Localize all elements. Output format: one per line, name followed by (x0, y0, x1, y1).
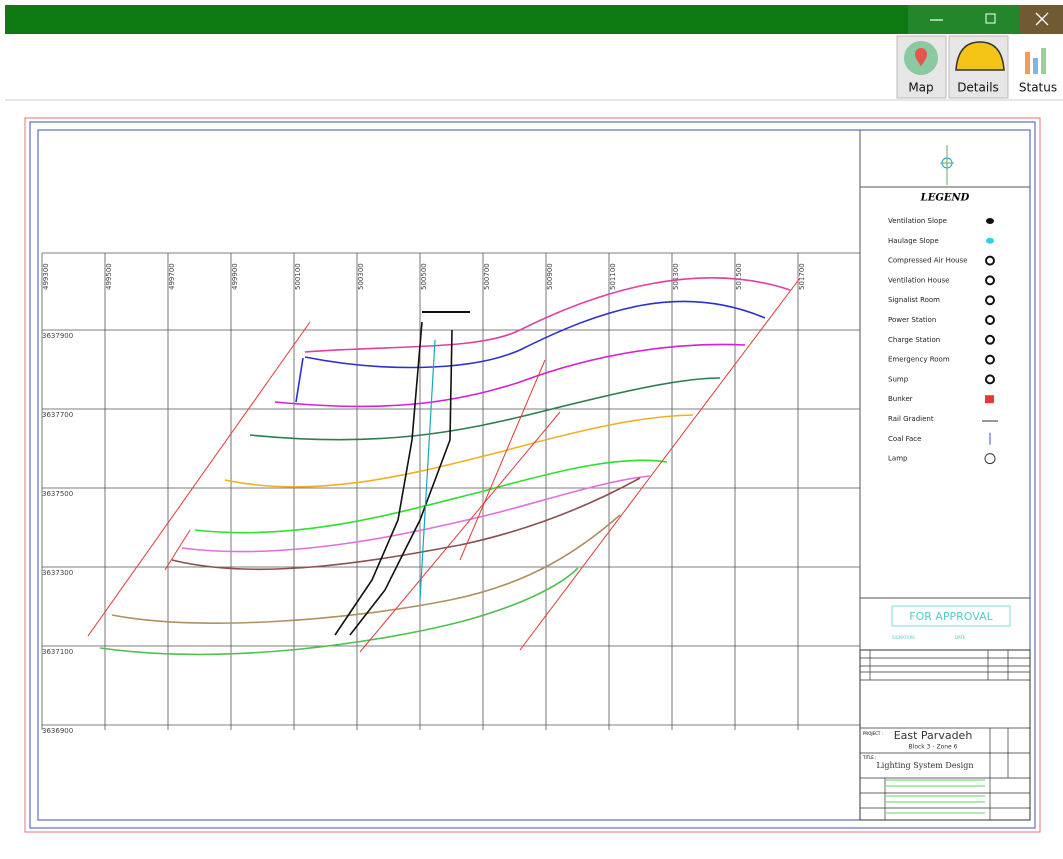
contour (304, 277, 791, 353)
boundary (87, 277, 801, 653)
legend-item: Haulage Slope (888, 237, 939, 245)
legend-item: Emergency Room (888, 356, 950, 364)
grid-label: 501300 (672, 263, 680, 290)
grid-label: 3637500 (42, 490, 73, 498)
sheet-border (29, 121, 1036, 829)
grid-label: 500300 (357, 263, 365, 290)
stamp (891, 605, 1011, 627)
legend-symbol (985, 395, 994, 404)
helmet-icon (955, 41, 1005, 71)
grid-label: 501500 (735, 263, 743, 290)
status-icon (1025, 52, 1030, 74)
legend-item: Ventilation House (888, 276, 949, 284)
legend: LEGEND Ventilation Slope Haulage Slope Com… (888, 193, 998, 465)
drawing-frame (37, 129, 1031, 821)
title-block-label: TITLE : (862, 755, 876, 760)
grid-label: 500700 (483, 263, 491, 290)
north-arrow (941, 157, 953, 169)
button-label[interactable]: Map (908, 81, 933, 95)
grid-label: 3637900 (42, 332, 73, 340)
grid-label: 499500 (105, 263, 113, 290)
contour (99, 567, 579, 656)
legend-symbol (985, 334, 995, 345)
contour (171, 477, 641, 571)
project-zone: Block 3 - Zone 6 (909, 744, 958, 751)
project-name: East Parvadeh (894, 729, 973, 742)
restore-button[interactable] (965, 5, 1020, 34)
toolbar: Map Details Status (896, 35, 1063, 99)
legend-item: Ventilation Slope (888, 217, 947, 225)
grid-label: 499900 (231, 263, 239, 290)
title-block-label: PROJECT : (863, 731, 883, 736)
legend-item: Rail Gradient (888, 415, 934, 423)
legend-item: Lamp (888, 455, 908, 463)
button-label[interactable]: Status (1019, 81, 1057, 95)
grid-label: 501100 (609, 263, 617, 290)
legend-title: LEGEND (920, 193, 970, 204)
grid: 499300 499500 499700 499900 500100 500300 5005… (41, 252, 860, 735)
grid-label: 3637100 (42, 648, 73, 656)
close-icon (1035, 12, 1049, 26)
grid-label: 500100 (294, 263, 302, 290)
pin-icon (915, 48, 927, 66)
grid-label: 500900 (546, 263, 554, 290)
grid-label: 3637700 (42, 411, 73, 419)
legend-symbol (984, 453, 996, 465)
approval-grid (886, 779, 985, 814)
legend-item: Power Station (888, 316, 936, 324)
contour (295, 300, 766, 403)
drawing-title: Lighting System Design (876, 761, 973, 770)
grid-label: 3637300 (42, 569, 73, 577)
legend-item: Bunker (888, 395, 913, 403)
legend-symbol (985, 315, 995, 325)
legend-symbol (986, 237, 994, 244)
title-bar (5, 5, 1063, 34)
stamp-label: DATE (955, 635, 966, 640)
sheet-border (24, 117, 1041, 833)
stamp-text: FOR APPROVAL (909, 610, 993, 623)
contour (181, 475, 651, 553)
contour (249, 377, 721, 441)
slope (419, 339, 436, 601)
title-block-frame (859, 649, 1031, 821)
restore-icon (985, 13, 996, 24)
legend-symbol (985, 354, 995, 365)
grid-label: 500500 (420, 263, 428, 290)
contour (194, 459, 668, 534)
title-block: PROJECT : East Parvadeh Block 3 - Zone 6… (859, 649, 1031, 821)
legend-symbol (985, 295, 995, 306)
legend-item: Signalist Room (888, 296, 940, 304)
contour (274, 343, 746, 408)
legend-item: Compressed Air House (888, 257, 968, 265)
grid-label: 499300 (42, 263, 50, 290)
contours (87, 277, 801, 656)
status-icon (1041, 48, 1046, 74)
legend-item: Charge Station (888, 336, 940, 344)
legend-symbol (985, 374, 995, 385)
legend-item: Coal Face (888, 435, 921, 443)
legend-symbol (986, 218, 994, 224)
contour (111, 514, 621, 624)
title-block-line (860, 650, 1030, 820)
legend-symbol (985, 275, 995, 286)
legend-symbol (985, 255, 995, 266)
grid-label: 3636900 (42, 727, 73, 735)
grid-label: 499700 (168, 263, 176, 290)
stamp-label: SIGNATURE (892, 635, 915, 640)
contour (224, 414, 694, 488)
status-icon (1033, 58, 1038, 74)
button-label[interactable]: Details (957, 81, 999, 95)
slope (334, 321, 453, 636)
grid-label: 501700 (798, 263, 806, 290)
legend-item: Sump (888, 375, 909, 383)
